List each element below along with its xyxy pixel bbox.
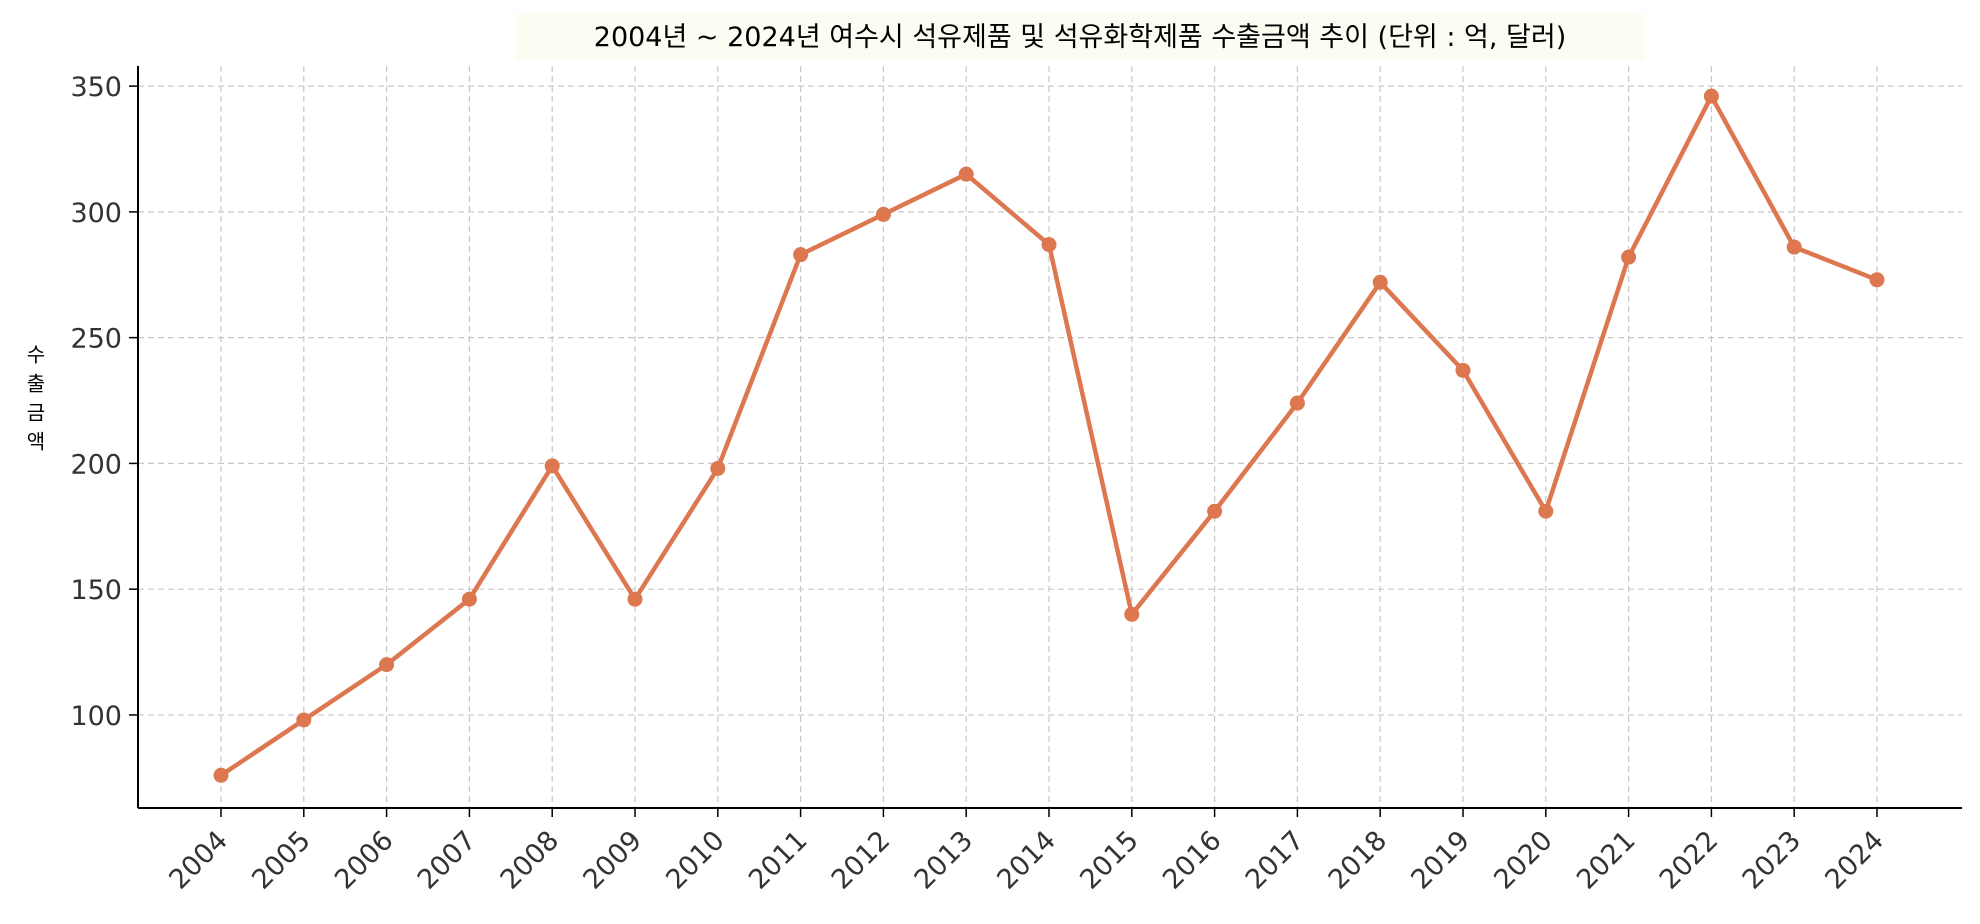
chart-title-background [515,14,1645,60]
data-point [296,712,312,728]
data-point [627,591,643,607]
data-point [1538,503,1554,519]
data-point [958,166,974,182]
y-axis-label-char: 액 [27,430,45,454]
x-tick-label: 2018 [1323,825,1394,896]
data-point [1041,237,1057,253]
y-tick-labels: 100 150 200 250 300 350 [70,72,122,732]
x-tick-label: 2011 [743,825,814,896]
chart-title: 2004년 ~ 2024년 여수시 석유제품 및 석유화학제품 수출금액 추이 … [594,22,1566,53]
y-tick-label: 300 [70,198,122,229]
axes [129,66,1962,817]
x-tick-label: 2024 [1819,825,1890,896]
data-point [379,657,395,673]
data-point [1786,239,1802,255]
x-tick-label: 2013 [909,825,980,896]
y-axis-label-char: 금 [27,401,45,425]
y-tick-label: 250 [70,324,122,355]
x-tick-label: 2016 [1157,825,1228,896]
x-tick-label: 2015 [1074,825,1145,896]
grid-lines [138,66,1962,808]
y-axis-label-char: 출 [27,372,45,396]
data-point [1289,395,1305,411]
x-tick-label: 2019 [1405,825,1476,896]
data-point [710,460,726,476]
x-tick-label: 2010 [660,825,731,896]
data-point [1124,606,1140,622]
data-point [1372,274,1388,290]
y-axis-label: 수출금액 [27,343,45,454]
x-tick-label: 2007 [412,825,483,896]
y-tick-label: 200 [70,449,122,480]
x-tick-label: 2004 [163,825,234,896]
data-point [875,206,891,222]
x-tick-label: 2008 [495,825,566,896]
data-point [213,767,229,783]
x-tick-label: 2023 [1737,825,1808,896]
x-tick-label: 2012 [826,825,897,896]
x-tick-label: 2020 [1488,825,1559,896]
data-point [1621,249,1637,265]
data-point [544,458,560,474]
data-point [1869,272,1885,288]
data-point [793,247,809,263]
x-tick-label: 2014 [991,825,1062,896]
x-tick-label: 2021 [1571,825,1642,896]
data-point [461,591,477,607]
data-point [1703,88,1719,104]
data-series [213,88,1885,783]
data-point [1455,362,1471,378]
y-axis-label-char: 수 [27,343,45,367]
x-tick-label: 2006 [329,825,400,896]
y-tick-label: 100 [70,701,122,732]
data-point [1207,503,1223,519]
x-tick-label: 2005 [246,825,317,896]
x-tick-label: 2022 [1654,825,1725,896]
y-tick-label: 150 [70,575,122,606]
x-tick-labels: 2004 2005 2006 2007 2008 2009 2010 2011 2012 2013… [163,825,1890,896]
x-tick-label: 2009 [577,825,648,896]
x-tick-label: 2017 [1240,825,1311,896]
y-tick-label: 350 [70,72,122,103]
